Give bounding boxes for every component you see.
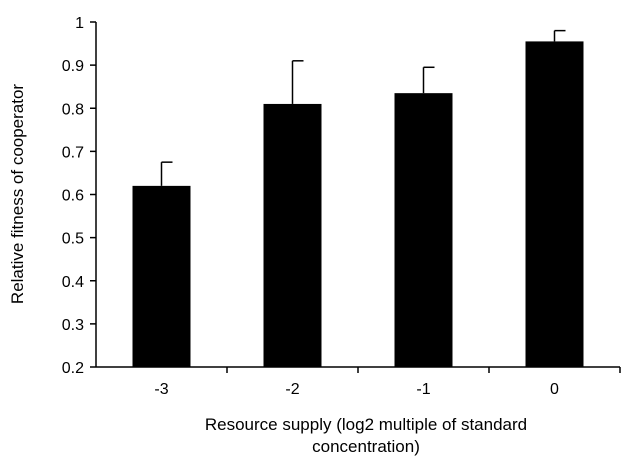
y-tick-label: 0.6 — [62, 188, 84, 205]
bar-3 — [525, 41, 584, 367]
x-axis-label-line-1: Resource supply (log2 multiple of standa… — [205, 415, 527, 434]
x-tick-label: -3 — [154, 381, 168, 398]
x-tick-label: -1 — [416, 381, 430, 398]
bar-0 — [132, 185, 191, 367]
y-tick-label: 0.4 — [62, 274, 84, 291]
error-bars — [160, 29, 566, 186]
y-axis-label: Relative fitness of cooperator — [8, 84, 27, 305]
x-axis-ticks: -3 -2 -1 0 — [154, 367, 621, 398]
y-tick-label: 0.9 — [62, 58, 84, 75]
y-axis-ticks: 0.2 0.3 0.4 0.5 0.6 0.7 0.8 0.9 1 — [62, 15, 96, 377]
x-axis-label-line-2: concentration) — [312, 437, 420, 456]
y-tick-label: 1 — [75, 15, 84, 32]
y-tick-label: 0.7 — [62, 144, 84, 161]
x-tick-label: -2 — [285, 381, 299, 398]
y-tick-label: 0.3 — [62, 317, 84, 334]
bar-1 — [263, 103, 322, 367]
bars — [132, 41, 584, 367]
y-tick-label: 0.2 — [62, 360, 84, 377]
y-tick-label: 0.5 — [62, 231, 84, 248]
x-tick-label: 0 — [550, 381, 559, 398]
y-tick-label: 0.8 — [62, 101, 84, 118]
bar-2 — [394, 93, 453, 367]
